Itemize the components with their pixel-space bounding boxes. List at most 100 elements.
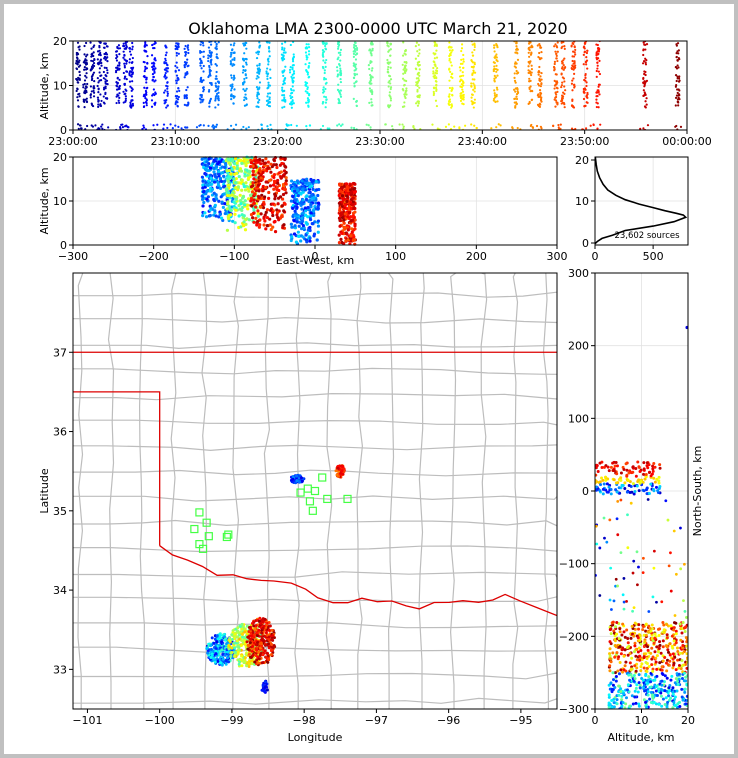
source-point	[231, 159, 235, 163]
source-point	[308, 181, 312, 185]
source-point	[530, 98, 534, 101]
source-point	[352, 181, 356, 186]
source-point	[473, 48, 476, 52]
source-point	[552, 124, 555, 127]
source-point	[307, 76, 310, 79]
latitude-axis-tick-label: 33	[53, 663, 67, 676]
source-point	[617, 684, 621, 688]
source-point	[472, 88, 475, 91]
source-point	[398, 123, 401, 126]
source-point	[116, 66, 119, 70]
source-point	[150, 99, 154, 102]
source-point	[288, 68, 292, 71]
source-point	[267, 57, 270, 60]
source-point	[206, 195, 210, 199]
source-point	[642, 89, 645, 92]
source-point	[244, 651, 248, 655]
source-point	[266, 77, 269, 81]
source-point	[122, 50, 125, 53]
source-point	[165, 51, 168, 54]
source-point	[367, 124, 370, 127]
source-point	[353, 82, 356, 85]
source-point	[198, 97, 202, 100]
source-point	[595, 75, 598, 78]
source-point	[417, 71, 420, 74]
source-point	[225, 207, 229, 211]
source-point	[83, 66, 86, 69]
source-point	[166, 81, 169, 84]
source-point	[91, 60, 95, 63]
source-point	[153, 102, 156, 105]
source-point	[585, 56, 588, 59]
source-point	[528, 70, 532, 73]
source-point	[268, 217, 272, 221]
source-point	[676, 88, 679, 91]
source-point	[270, 648, 274, 652]
source-point	[554, 50, 557, 53]
source-point	[556, 90, 559, 93]
source-point	[292, 185, 296, 190]
source-point	[82, 98, 85, 101]
source-point	[435, 77, 438, 80]
county-line	[138, 273, 146, 709]
source-point	[598, 59, 601, 62]
source-point	[389, 78, 393, 81]
source-point	[516, 87, 519, 90]
source-point	[295, 179, 300, 183]
source-point	[308, 225, 312, 230]
source-point	[307, 46, 311, 49]
source-point	[674, 85, 678, 88]
county-line	[73, 672, 557, 680]
source-point	[292, 76, 295, 79]
source-point	[645, 59, 648, 62]
source-point	[267, 127, 270, 130]
source-point	[225, 193, 230, 198]
source-point	[572, 77, 575, 80]
source-point	[229, 94, 233, 97]
source-point	[145, 87, 148, 90]
source-point	[638, 683, 642, 687]
source-point	[572, 106, 576, 109]
source-point	[255, 86, 259, 89]
source-point	[76, 41, 80, 44]
source-point	[582, 46, 585, 49]
source-point	[145, 102, 148, 105]
source-point	[471, 43, 474, 46]
source-point	[238, 167, 243, 171]
source-point	[639, 649, 643, 653]
source-point	[224, 662, 228, 666]
source-point	[571, 65, 574, 68]
source-point	[202, 86, 205, 89]
source-point	[162, 127, 165, 130]
source-point	[118, 101, 121, 104]
source-point	[417, 43, 420, 46]
source-point	[642, 53, 645, 57]
source-point	[293, 198, 298, 202]
source-point	[123, 45, 126, 48]
source-point	[97, 103, 100, 106]
source-point	[289, 179, 294, 183]
source-point	[405, 61, 408, 64]
source-point	[536, 44, 539, 47]
source-point	[289, 96, 292, 100]
source-point	[306, 71, 310, 74]
source-point	[595, 95, 598, 98]
source-point	[315, 238, 319, 242]
source-point	[223, 179, 227, 183]
source-point	[82, 86, 85, 89]
source-point	[337, 83, 340, 86]
source-point	[642, 60, 646, 63]
source-point	[684, 660, 688, 664]
source-point	[495, 86, 499, 89]
source-point	[116, 93, 119, 96]
source-point	[292, 41, 295, 44]
source-point	[684, 679, 688, 683]
source-point	[493, 44, 496, 47]
source-point	[91, 52, 94, 55]
source-point	[105, 97, 109, 100]
source-point	[620, 648, 624, 652]
source-point	[305, 101, 308, 104]
source-point	[208, 105, 211, 108]
source-point	[306, 97, 310, 100]
source-point	[316, 219, 320, 223]
